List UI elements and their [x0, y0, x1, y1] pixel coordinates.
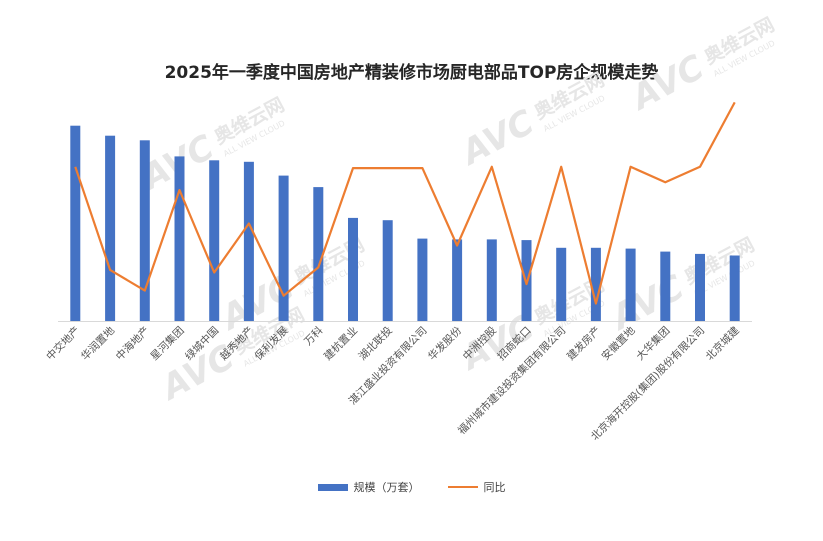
x-tick-label: 北京城建: [703, 324, 742, 363]
legend-swatch-bar: [317, 483, 348, 491]
bar: [105, 135, 116, 322]
bar: [209, 160, 220, 322]
bar: [348, 217, 358, 322]
x-tick-label: 中交地产: [44, 324, 83, 363]
bar: [243, 161, 254, 322]
bar: [278, 175, 289, 322]
legend: 规模（万套） 同比: [0, 479, 823, 495]
legend-swatch-line: [447, 486, 478, 488]
x-tick-label: 建杭置业: [321, 324, 360, 363]
legend-item-line: 同比: [447, 479, 506, 495]
bar: [695, 253, 705, 322]
bar: [660, 251, 671, 322]
svg-text:AVC: AVC: [603, 267, 691, 339]
line-series: [74, 101, 736, 305]
bar-series: [70, 125, 740, 322]
bar: [417, 238, 428, 322]
chart-title: 2025年一季度中国房地产精装修市场厨电部品TOP房企规模走势: [164, 63, 659, 83]
legend-item-bar: 规模（万套）: [317, 479, 420, 495]
bar: [590, 247, 601, 322]
x-tick-label: 中海地产: [113, 324, 152, 363]
x-tick-label: 安徽置地: [599, 324, 638, 363]
line-path: [74, 101, 736, 305]
bar: [556, 247, 567, 322]
x-tick-label: 建发房产: [564, 324, 603, 363]
bar: [625, 248, 636, 322]
legend-label-bar: 规模（万套）: [353, 481, 420, 494]
bar: [70, 125, 81, 322]
legend-label-line: 同比: [483, 481, 506, 494]
svg-text:AVC: AVC: [623, 47, 711, 119]
bar: [486, 239, 497, 322]
bar: [313, 187, 324, 322]
svg-text:AVC: AVC: [453, 102, 541, 174]
bar: [729, 255, 740, 322]
x-tick-label: 星河集团: [148, 324, 187, 363]
bar: [452, 239, 463, 322]
x-tick-label: 华润置地: [78, 324, 117, 363]
bar: [139, 140, 150, 322]
x-tick-label: 万科: [301, 324, 325, 348]
bar: [382, 220, 393, 322]
bar: [174, 156, 185, 322]
